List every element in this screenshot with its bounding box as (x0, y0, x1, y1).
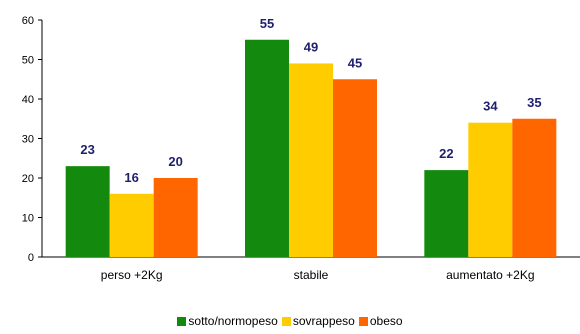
bar-sovrappeso-2 (468, 122, 513, 257)
bar-obeso-1 (333, 79, 377, 257)
y-tick-label: 50 (22, 55, 34, 67)
y-tick-label: 40 (22, 94, 34, 106)
y-tick-label: 30 (22, 134, 34, 146)
axes: 0 10 20 30 40 50 60 perso +2Kg stabile aumentato … (22, 15, 580, 282)
data-label: 23 (80, 142, 94, 157)
legend: sotto/normopeso sovrappeso obeso (0, 314, 580, 328)
y-tick-label: 20 (22, 173, 34, 185)
data-label: 16 (124, 170, 138, 185)
y-tick-label: 60 (22, 15, 34, 27)
legend-swatch (281, 317, 291, 326)
legend-label: sovrappeso (292, 314, 355, 328)
legend-label: obeso (369, 314, 403, 328)
data-label: 55 (260, 16, 274, 31)
legend-item: sovrappeso (281, 314, 355, 328)
bar-sovrappeso-0 (109, 193, 154, 257)
data-label: 22 (439, 146, 453, 161)
bars (65, 39, 557, 258)
data-label: 49 (304, 39, 318, 54)
data-label: 35 (527, 95, 541, 110)
bar-sotto-normopeso-1 (245, 39, 289, 257)
x-tick-label: perso +2Kg (101, 268, 163, 282)
y-tick-label: 0 (28, 252, 34, 264)
bar-sotto-normopeso-0 (65, 166, 110, 257)
bar-sovrappeso-1 (289, 63, 333, 258)
legend-swatch (358, 317, 368, 326)
bar-obeso-0 (153, 178, 198, 257)
legend-swatch (177, 317, 187, 326)
x-tick-label: stabile (294, 268, 329, 282)
x-tick-label: aumentato +2Kg (446, 268, 534, 282)
legend-item: sotto/normopeso (177, 314, 278, 328)
y-tick-label: 10 (22, 213, 34, 225)
bar-sotto-normopeso-2 (424, 170, 469, 257)
data-label: 34 (483, 99, 498, 114)
legend-item: obeso (358, 314, 403, 328)
bar-obeso-2 (512, 118, 557, 257)
data-label: 20 (168, 154, 182, 169)
data-label: 45 (348, 55, 362, 70)
data-labels: 23 16 20 55 49 45 22 34 35 (80, 16, 541, 185)
legend-label: sotto/normopeso (188, 314, 278, 328)
